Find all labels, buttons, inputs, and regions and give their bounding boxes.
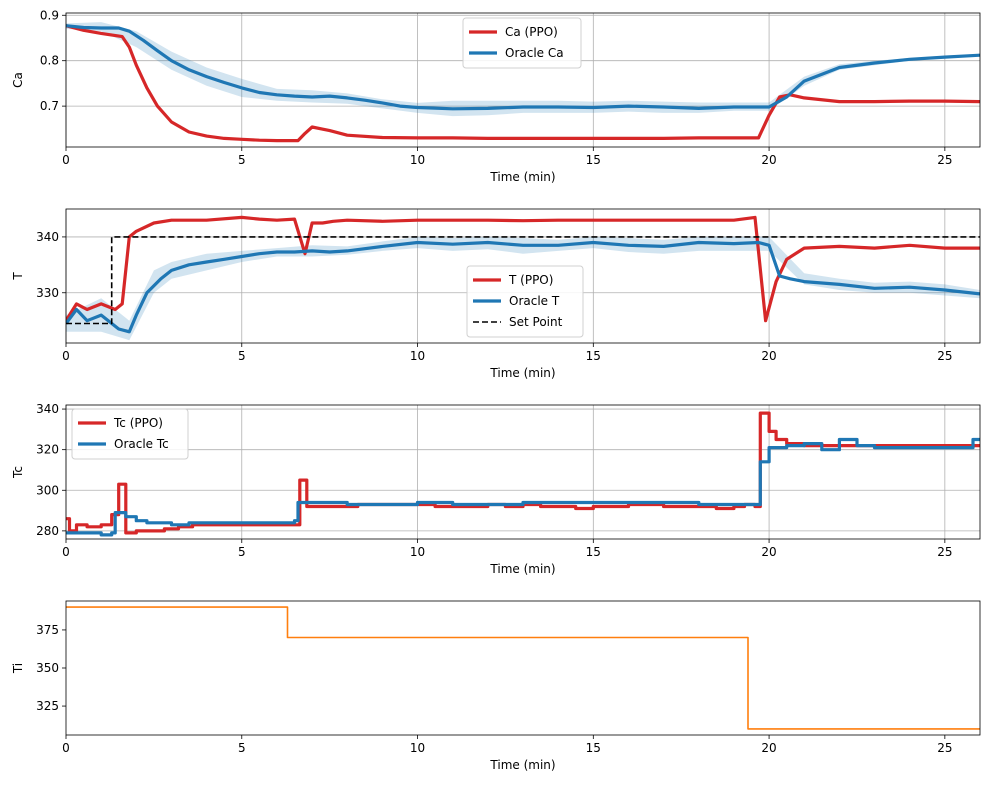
y-axis-label: Ti <box>11 663 25 674</box>
x-tick-label: 15 <box>586 349 601 363</box>
y-tick-label: 0.7 <box>40 99 59 113</box>
x-tick-label: 20 <box>761 153 776 167</box>
series-line-ca-ppo <box>66 24 980 143</box>
plot-area <box>66 215 980 341</box>
legend-label: Oracle T <box>509 294 560 308</box>
plot-area <box>66 22 980 143</box>
x-tick-label: 0 <box>62 545 70 559</box>
series-line-oracle-ca <box>66 24 980 111</box>
x-axis-label: Time (min) <box>489 562 555 576</box>
subplot-ti: 0 5 10 15 20 25 325 350 375 Time (min) Ti <box>11 600 981 772</box>
x-axis-label: Time (min) <box>489 758 555 772</box>
x-tick-label: 20 <box>761 349 776 363</box>
x-tick-label: 20 <box>761 741 776 755</box>
plot-area <box>66 411 980 537</box>
y-tick-label: 325 <box>36 699 59 713</box>
y-tick-label: 330 <box>36 286 59 300</box>
axes-frame <box>65 12 981 148</box>
subplot-t: 0 5 10 15 20 25 330 340 Time (min) T T (PPO) Oracle… <box>11 208 981 380</box>
subplot-tc: 0 5 10 15 20 25 280 300 320 340 Time (min) Tc Tc (PP… <box>11 402 981 576</box>
y-axis-label: Ca <box>11 72 25 88</box>
y-tick-label: 280 <box>36 524 59 538</box>
legend-label: Oracle Ca <box>505 46 564 60</box>
legend-label: Tc (PPO) <box>113 416 163 430</box>
y-tick-label: 350 <box>36 661 59 675</box>
legend-label: Set Point <box>509 315 563 329</box>
legend-label: T (PPO) <box>508 273 553 287</box>
legend: Tc (PPO) Oracle Tc <box>71 408 189 460</box>
y-tick-label: 320 <box>36 443 59 457</box>
x-tick-label: 5 <box>238 153 246 167</box>
x-tick-label: 20 <box>761 545 776 559</box>
axes-frame <box>65 404 981 540</box>
series-line-oracle-t <box>66 240 980 334</box>
x-axis-label: Time (min) <box>489 366 555 380</box>
x-tick-label: 0 <box>62 349 70 363</box>
x-tick-label: 15 <box>586 545 601 559</box>
x-tick-label: 10 <box>410 545 425 559</box>
y-tick-label: 340 <box>36 402 59 416</box>
legend: T (PPO) Oracle T Set Point <box>466 265 584 338</box>
y-axis-label: Tc <box>11 466 25 479</box>
series-line-oracle-tc <box>66 437 980 537</box>
axes-frame <box>65 208 981 344</box>
x-tick-label: 5 <box>238 349 246 363</box>
x-tick-label: 15 <box>586 741 601 755</box>
series-line-ti <box>66 606 980 730</box>
legend-label: Ca (PPO) <box>505 25 558 39</box>
x-tick-label: 25 <box>937 741 952 755</box>
y-tick-label: 300 <box>36 483 59 497</box>
x-tick-label: 0 <box>62 741 70 755</box>
series-line-set-point <box>66 236 980 325</box>
y-tick-label: 0.8 <box>40 54 59 68</box>
legend-box <box>466 265 584 338</box>
y-axis-label: T <box>11 272 25 281</box>
axes-frame <box>65 600 981 736</box>
x-tick-label: 25 <box>937 545 952 559</box>
y-tick-label: 340 <box>36 230 59 244</box>
x-tick-label: 5 <box>238 741 246 755</box>
x-tick-label: 15 <box>586 153 601 167</box>
x-tick-label: 5 <box>238 545 246 559</box>
legend-label: Oracle Tc <box>114 437 169 451</box>
confidence-band <box>66 22 980 117</box>
x-tick-label: 10 <box>410 349 425 363</box>
x-tick-label: 25 <box>937 349 952 363</box>
series-line-tc-ppo <box>66 411 980 535</box>
y-tick-label: 0.9 <box>40 8 59 22</box>
x-tick-label: 25 <box>937 153 952 167</box>
x-tick-label: 10 <box>410 153 425 167</box>
x-tick-label: 0 <box>62 153 70 167</box>
legend: Ca (PPO) Oracle Ca <box>462 17 582 69</box>
y-tick-label: 375 <box>36 623 59 637</box>
subplot-ca: 0 5 10 15 20 25 0.7 0.8 0.9 Time (min) Ca Ca (PPO) O… <box>11 8 981 184</box>
plot-area <box>66 606 980 730</box>
x-axis-label: Time (min) <box>489 170 555 184</box>
x-tick-label: 10 <box>410 741 425 755</box>
